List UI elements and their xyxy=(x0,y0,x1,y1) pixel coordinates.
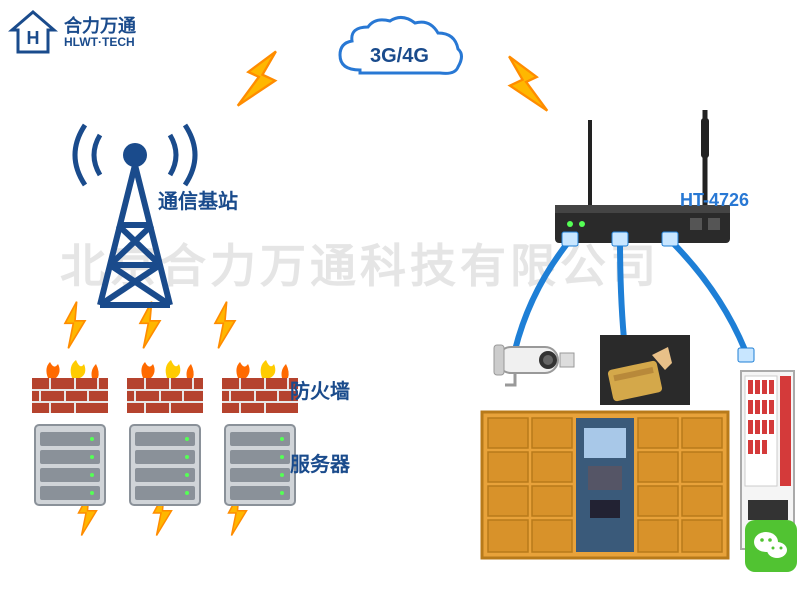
router-label: HT-4726 xyxy=(680,190,749,211)
svg-text:H: H xyxy=(27,28,40,48)
server-row xyxy=(30,420,300,510)
firewall-icon xyxy=(220,360,300,415)
bolt-icon xyxy=(213,33,306,126)
firewall-row xyxy=(30,360,300,415)
cctv-camera-icon xyxy=(490,335,580,390)
server-icon xyxy=(125,420,205,510)
firewall-icon xyxy=(125,360,205,415)
server-icon xyxy=(30,420,110,510)
logo-cn-text: 合力万通 xyxy=(64,17,136,37)
server-label: 服务器 xyxy=(290,448,350,477)
server-icon xyxy=(220,420,300,510)
firewall-icon xyxy=(30,360,110,415)
card-reader-icon xyxy=(600,335,690,405)
cloud-label: 3G/4G xyxy=(370,45,429,68)
logo-house-icon: H xyxy=(8,8,58,58)
smart-locker-icon xyxy=(480,410,730,560)
company-logo: H 合力万通 HLWT·TECH xyxy=(8,8,136,58)
logo-en-text: HLWT·TECH xyxy=(64,36,136,49)
firewall-label: 防火墙 xyxy=(290,375,350,404)
wechat-icon xyxy=(745,520,797,572)
tower-label: 通信基站 xyxy=(158,185,238,214)
